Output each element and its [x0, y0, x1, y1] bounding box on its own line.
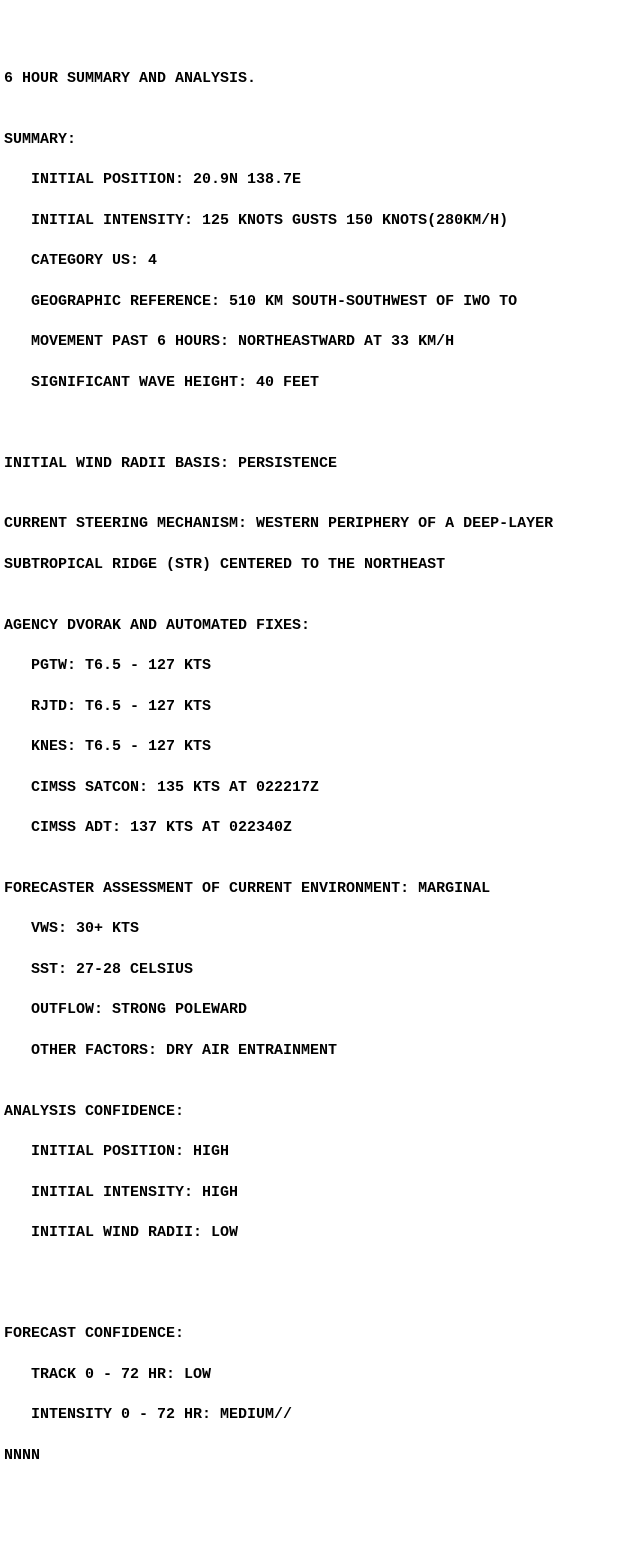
dvorak-pgtw: PGTW: T6.5 - 127 KTS — [4, 656, 621, 676]
analysis-confidence-intensity: INITIAL INTENSITY: HIGH — [4, 1183, 621, 1203]
summary-category-us: CATEGORY US: 4 — [4, 251, 621, 271]
report-title: 6 HOUR SUMMARY AND ANALYSIS. — [4, 69, 621, 89]
summary-initial-intensity: INITIAL INTENSITY: 125 KNOTS GUSTS 150 K… — [4, 211, 621, 231]
environment-other: OTHER FACTORS: DRY AIR ENTRAINMENT — [4, 1041, 621, 1061]
dvorak-cimss-satcon: CIMSS SATCON: 135 KTS AT 022217Z — [4, 778, 621, 798]
steering-line-1: CURRENT STEERING MECHANISM: WESTERN PERI… — [4, 514, 621, 534]
forecast-confidence-intensity: INTENSITY 0 - 72 HR: MEDIUM// — [4, 1405, 621, 1425]
dvorak-heading: AGENCY DVORAK AND AUTOMATED FIXES: — [4, 616, 621, 636]
analysis-confidence-position: INITIAL POSITION: HIGH — [4, 1142, 621, 1162]
dvorak-rjtd: RJTD: T6.5 - 127 KTS — [4, 697, 621, 717]
bulletin-terminator: NNNN — [4, 1446, 621, 1466]
summary-movement: MOVEMENT PAST 6 HOURS: NORTHEASTWARD AT … — [4, 332, 621, 352]
summary-initial-position: INITIAL POSITION: 20.9N 138.7E — [4, 170, 621, 190]
summary-wave-height: SIGNIFICANT WAVE HEIGHT: 40 FEET — [4, 373, 621, 393]
analysis-confidence-heading: ANALYSIS CONFIDENCE: — [4, 1102, 621, 1122]
forecast-confidence-heading: FORECAST CONFIDENCE: — [4, 1324, 621, 1344]
dvorak-knes: KNES: T6.5 - 127 KTS — [4, 737, 621, 757]
steering-line-2: SUBTROPICAL RIDGE (STR) CENTERED TO THE … — [4, 555, 621, 575]
forecast-confidence-track: TRACK 0 - 72 HR: LOW — [4, 1365, 621, 1385]
summary-geographic-reference: GEOGRAPHIC REFERENCE: 510 KM SOUTH-SOUTH… — [4, 292, 621, 312]
dvorak-cimss-adt: CIMSS ADT: 137 KTS AT 022340Z — [4, 818, 621, 838]
analysis-confidence-wind-radii: INITIAL WIND RADII: LOW — [4, 1223, 621, 1243]
wind-radii-basis: INITIAL WIND RADII BASIS: PERSISTENCE — [4, 454, 621, 474]
environment-sst: SST: 27-28 CELSIUS — [4, 960, 621, 980]
summary-heading: SUMMARY: — [4, 130, 621, 150]
environment-heading: FORECASTER ASSESSMENT OF CURRENT ENVIRON… — [4, 879, 621, 899]
environment-outflow: OUTFLOW: STRONG POLEWARD — [4, 1000, 621, 1020]
environment-vws: VWS: 30+ KTS — [4, 919, 621, 939]
